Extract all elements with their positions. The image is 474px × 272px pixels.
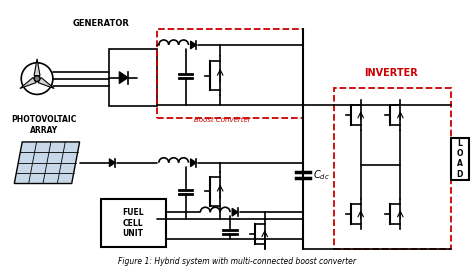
Text: Figure 1: Hybrid system with multi-connected boost converter: Figure 1: Hybrid system with multi-conne… bbox=[118, 257, 356, 266]
Circle shape bbox=[34, 76, 40, 82]
Polygon shape bbox=[191, 41, 196, 49]
Text: PHOTOVOLTAIC
ARRAY: PHOTOVOLTAIC ARRAY bbox=[11, 115, 77, 135]
Polygon shape bbox=[38, 78, 54, 88]
Polygon shape bbox=[232, 208, 238, 216]
Bar bbox=[451, 138, 469, 180]
Text: L
O
A
D: L O A D bbox=[456, 139, 463, 179]
Bar bbox=[109, 49, 157, 106]
Bar bbox=[101, 199, 166, 247]
Polygon shape bbox=[20, 78, 36, 88]
Polygon shape bbox=[109, 159, 115, 167]
Text: Boost Converter: Boost Converter bbox=[194, 117, 250, 123]
Text: $C_{dc}$: $C_{dc}$ bbox=[313, 168, 330, 181]
Circle shape bbox=[21, 63, 53, 94]
Polygon shape bbox=[34, 59, 40, 76]
Polygon shape bbox=[119, 72, 128, 84]
Polygon shape bbox=[14, 142, 80, 184]
Text: GENERATOR: GENERATOR bbox=[73, 19, 130, 28]
Bar bbox=[157, 29, 303, 118]
Text: FUEL
CELL
UNIT: FUEL CELL UNIT bbox=[122, 208, 144, 238]
Polygon shape bbox=[191, 159, 196, 167]
Bar bbox=[334, 88, 451, 249]
Text: INVERTER: INVERTER bbox=[365, 68, 418, 78]
